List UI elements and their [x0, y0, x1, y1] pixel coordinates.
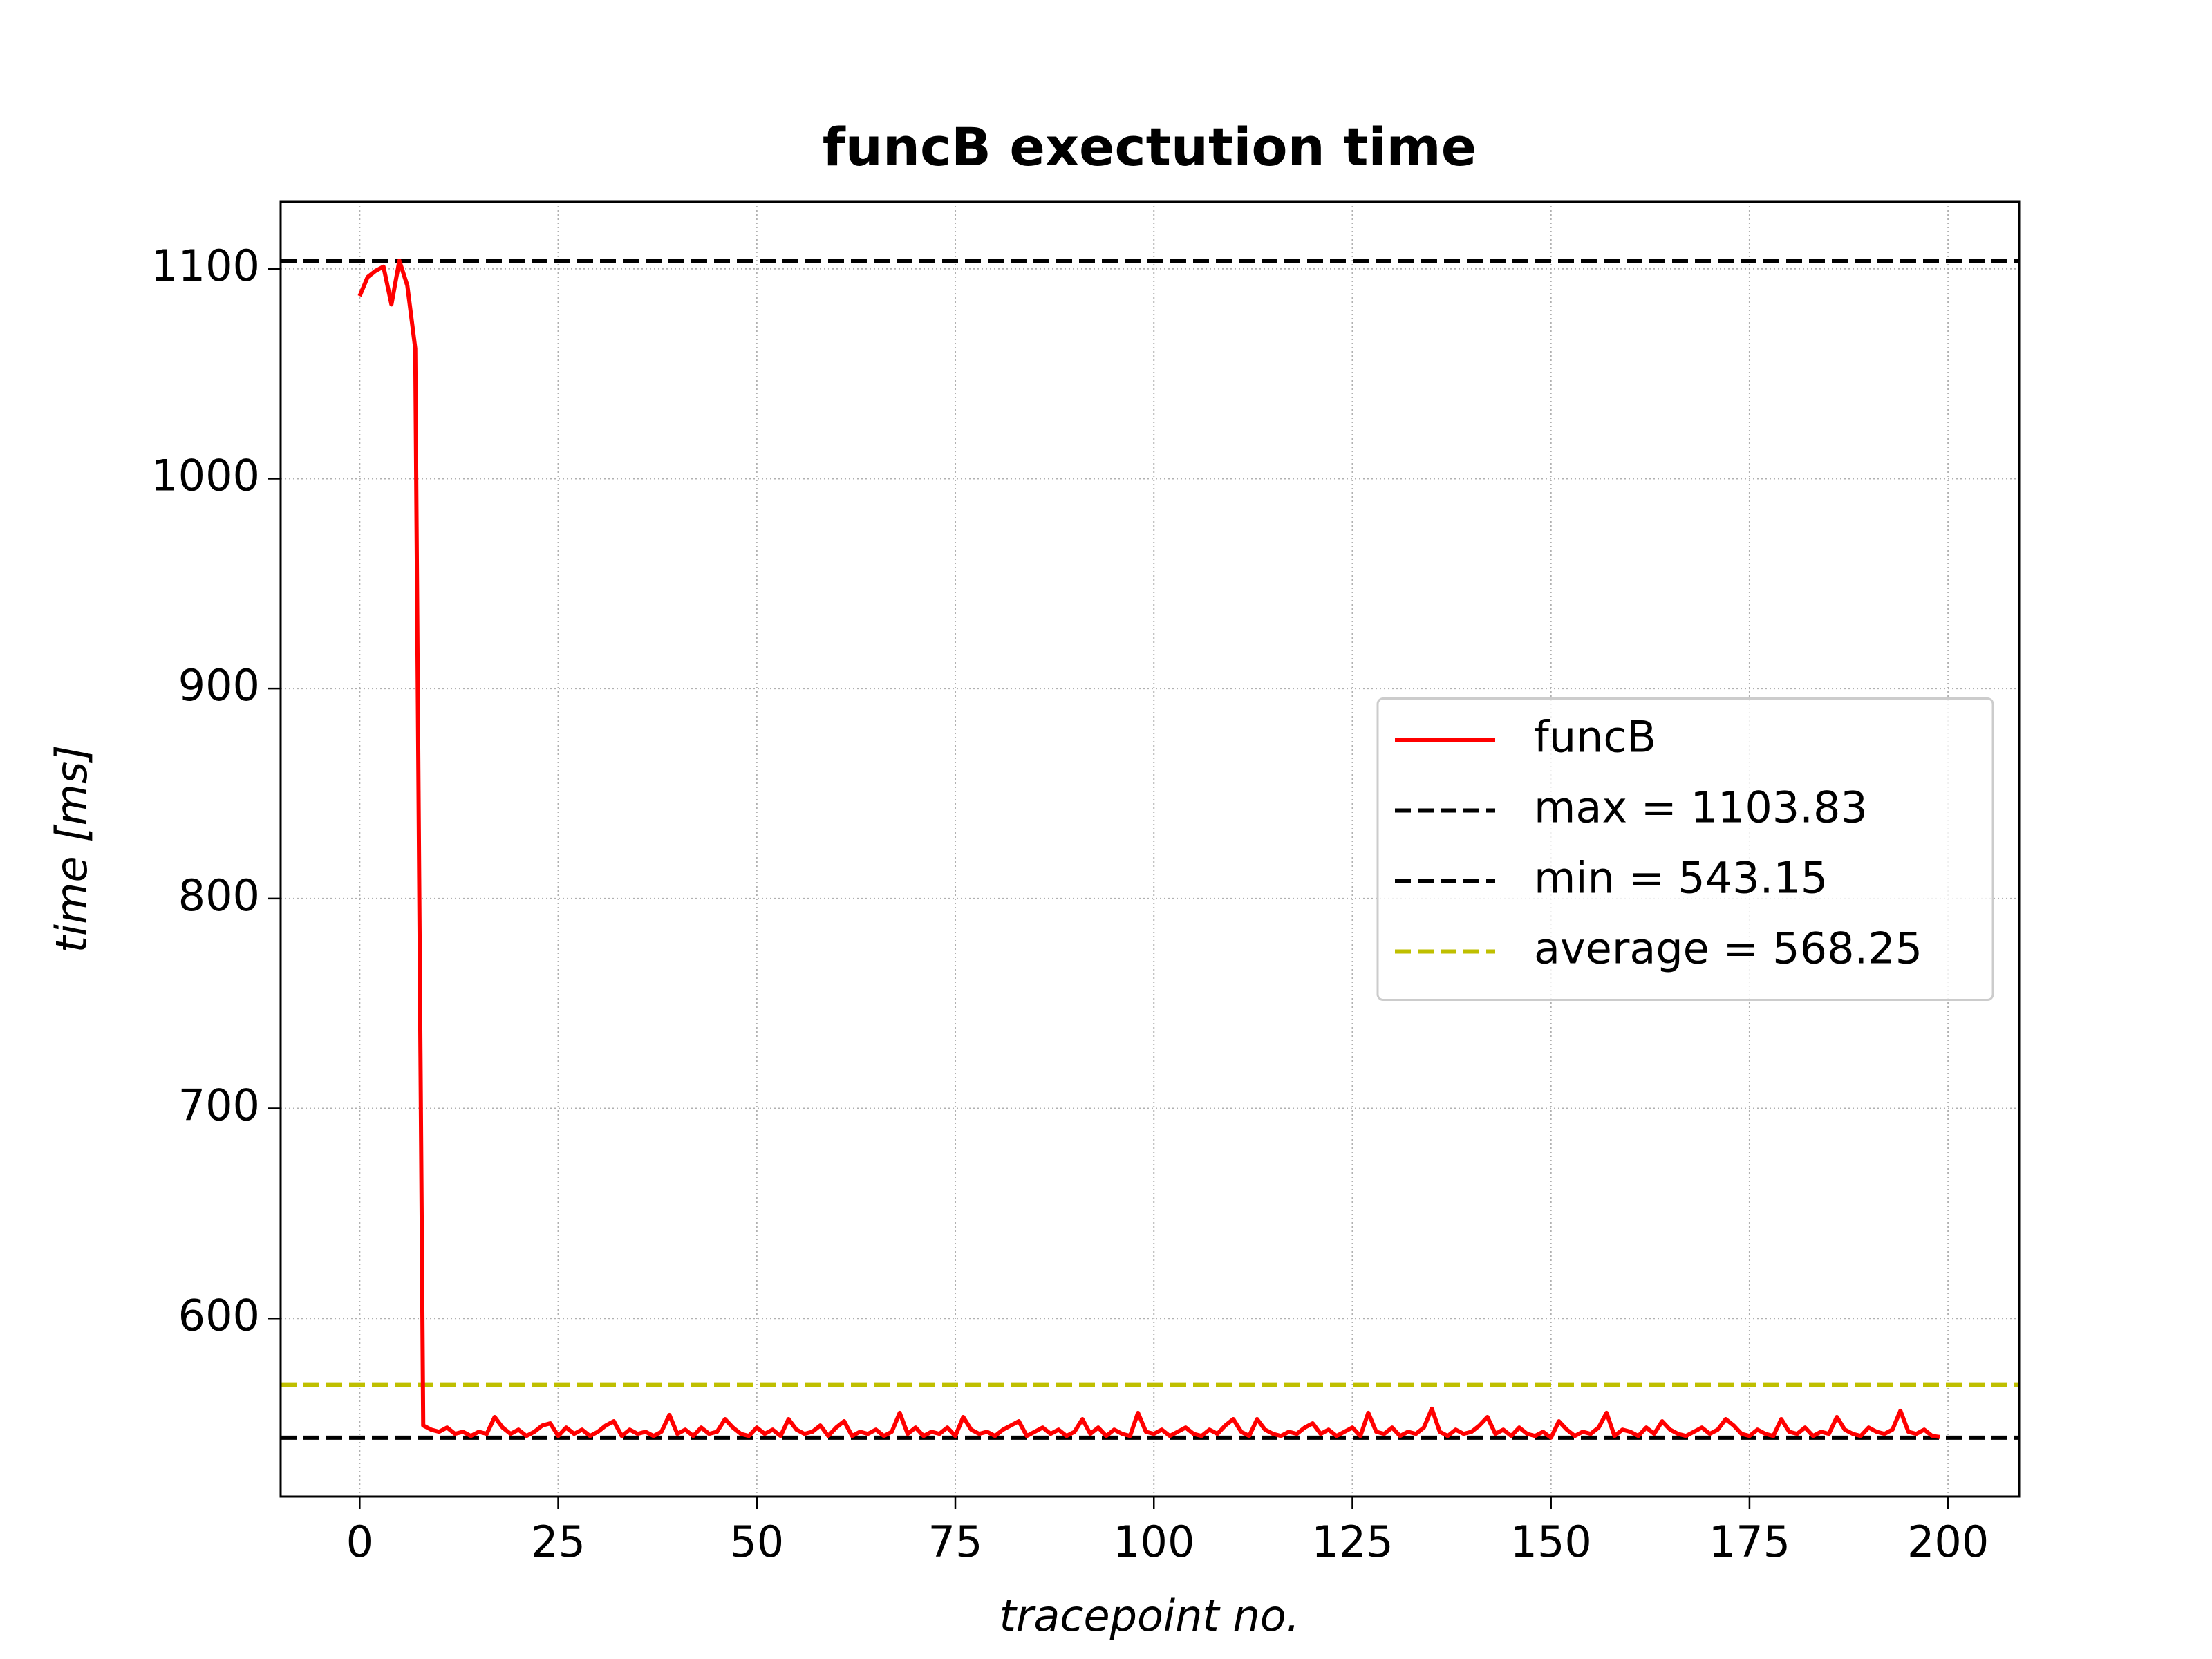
y-tick-label: 800: [178, 870, 260, 921]
legend-label: max = 1103.83: [1534, 782, 1868, 833]
y-axis-label: time [ms]: [46, 745, 97, 953]
x-tick-label: 200: [1907, 1517, 1989, 1567]
legend-label: average = 568.25: [1534, 924, 1922, 974]
x-tick-label: 0: [346, 1517, 373, 1567]
data-line: [357, 259, 1941, 1440]
y-tick-label: 600: [178, 1290, 260, 1340]
y-tick-label: 1100: [151, 241, 260, 291]
plot-frame: [279, 200, 2021, 1498]
y-tick-label: 900: [178, 660, 260, 711]
x-tick-label: 50: [729, 1517, 784, 1567]
y-tick-label: 700: [178, 1080, 260, 1131]
legend-label: funcB: [1534, 712, 1656, 762]
legend-box: [1376, 697, 1994, 1001]
x-tick-label: 25: [531, 1517, 585, 1567]
x-tick-label: 125: [1311, 1517, 1393, 1567]
x-tick-label: 75: [928, 1517, 983, 1567]
legend-label: min = 543.15: [1534, 853, 1828, 903]
x-tick-label: 150: [1510, 1517, 1592, 1567]
chart-title: funcB exectution time: [823, 116, 1477, 178]
x-tick-label: 100: [1113, 1517, 1194, 1567]
x-axis-label: tracepoint no.: [1000, 1591, 1300, 1641]
x-tick-label: 175: [1709, 1517, 1790, 1567]
y-tick-label: 1000: [151, 451, 260, 501]
